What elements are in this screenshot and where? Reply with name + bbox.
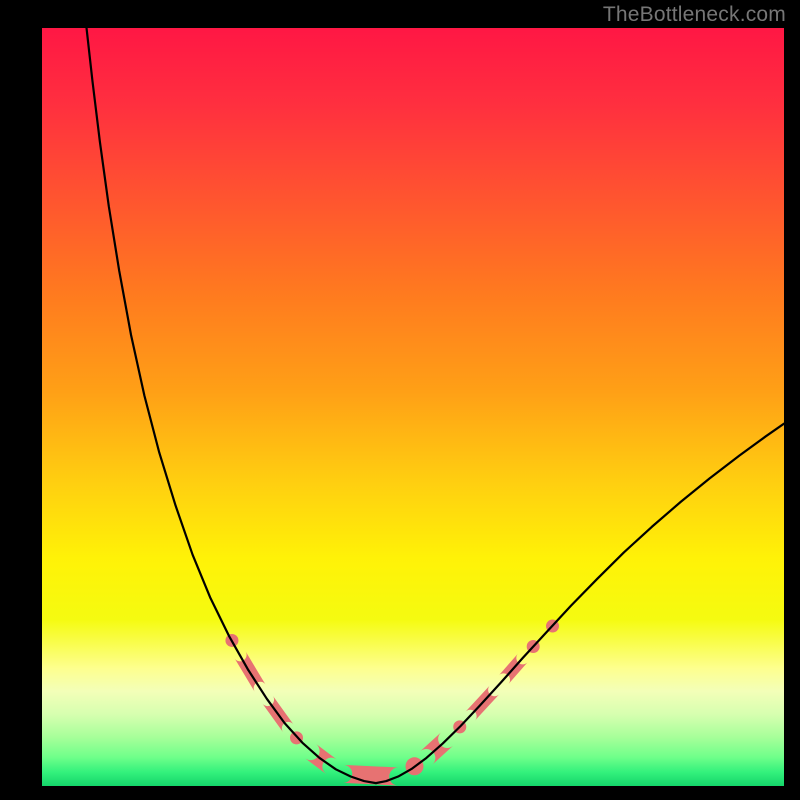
plot-svg — [42, 28, 784, 786]
gradient-background — [42, 28, 784, 786]
watermark-text: TheBottleneck.com — [603, 3, 786, 27]
plot-area — [42, 28, 784, 786]
